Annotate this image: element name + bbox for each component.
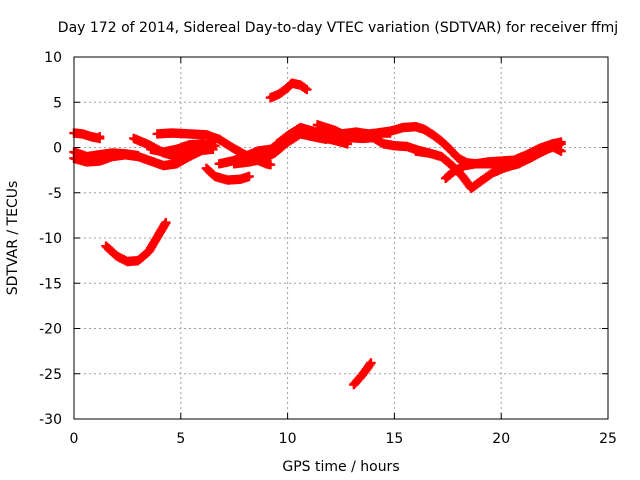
series-track-11 [265, 78, 312, 103]
y-tick-label: -20 [39, 322, 62, 338]
x-axis-label: GPS time / hours [282, 459, 399, 475]
y-tick-label: 0 [53, 141, 62, 157]
x-tick-label: 20 [492, 431, 510, 447]
y-tick-label: 10 [44, 50, 62, 66]
data-point [556, 139, 566, 149]
chart-title: Day 172 of 2014, Sidereal Day-to-day VTE… [58, 20, 618, 36]
series-track-15 [411, 139, 566, 193]
x-tick-label: 10 [279, 431, 297, 447]
axis-ticks: 0 5 10 15 20 25 -30 -25 -20 -15 -10 -5 0 5 10 [39, 50, 617, 447]
x-tick-label: 0 [70, 431, 79, 447]
data-point [342, 139, 353, 149]
y-tick-label: -5 [48, 186, 62, 202]
series-track-14 [336, 127, 395, 139]
x-tick-label: 15 [385, 431, 403, 447]
series-track-7 [101, 217, 171, 267]
data-point [302, 84, 312, 95]
y-tick-label: 5 [53, 95, 62, 111]
data-point [94, 131, 105, 142]
plot-frame [73, 56, 609, 420]
data-point [244, 171, 254, 182]
series-track-5 [146, 139, 220, 157]
grid-lines [74, 57, 608, 419]
data-point [161, 217, 171, 228]
y-tick-label: -30 [39, 412, 62, 428]
y-tick-label: -25 [39, 367, 62, 383]
y-tick-label: -15 [39, 276, 62, 292]
series-track-1 [69, 128, 105, 144]
x-tick-label: 25 [599, 431, 617, 447]
data-point [265, 159, 276, 170]
series-track-17 [349, 358, 376, 390]
data-point [556, 146, 566, 156]
data-point [210, 140, 220, 151]
series-track-8 [201, 163, 254, 185]
data-point [385, 128, 395, 138]
series-track-16 [440, 141, 566, 183]
data-points [69, 78, 566, 390]
x-tick-label: 5 [176, 431, 185, 447]
y-tick-label: -10 [39, 231, 62, 247]
data-point [366, 358, 376, 368]
y-axis-label: SDTVAR / TECUs [5, 181, 21, 296]
